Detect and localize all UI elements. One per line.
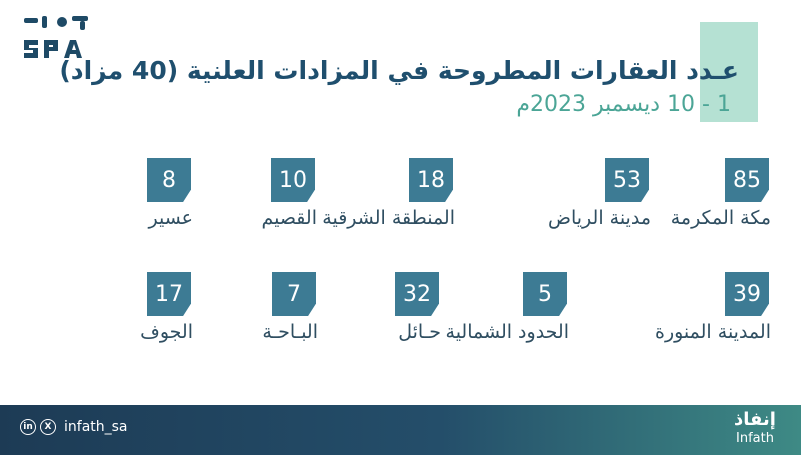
spa-logo	[22, 14, 94, 62]
region-name: عسير	[148, 207, 193, 229]
count-badge: 10	[271, 158, 315, 202]
header-accent-bar	[700, 22, 758, 122]
count-badge: 5	[523, 272, 567, 316]
region-card-northern-borders: 5 الحدود الشمالية	[424, 272, 569, 392]
x-icon[interactable]: X	[40, 419, 56, 435]
region-name: مكة المكرمة	[670, 207, 771, 229]
footer-bar: in X infath_sa إنفاذ Infath	[0, 405, 801, 455]
brand-arabic: إنفاذ	[734, 409, 776, 430]
region-card-hail: 32 حـائل	[296, 272, 441, 392]
region-name: المنطقة الشرقية	[322, 207, 455, 229]
page-title: عـدد العقارات المطروحة في المزادات العلن…	[59, 56, 739, 85]
region-card-jouf: 17 الجوف	[48, 272, 193, 392]
count-badge: 18	[409, 158, 453, 202]
date-range: 1 - 10 ديسمبر 2023م	[516, 92, 731, 117]
count-badge: 39	[725, 272, 769, 316]
region-card-madinah: 39 المدينة المنورة	[626, 272, 771, 392]
count-badge: 85	[725, 158, 769, 202]
region-name: المدينة المنورة	[654, 321, 771, 343]
count-badge: 7	[272, 272, 316, 316]
social-links: in X infath_sa	[20, 419, 128, 435]
region-name: البـاحـة	[262, 321, 318, 343]
region-card-makkah: 85 مكة المكرمة	[626, 158, 771, 278]
region-card-riyadh: 53 مدينة الرياض	[506, 158, 651, 278]
brand-english: Infath	[736, 431, 774, 446]
region-name: مدينة الرياض	[548, 207, 651, 229]
linkedin-icon[interactable]: in	[20, 419, 36, 435]
count-badge: 17	[147, 272, 191, 316]
count-badge: 32	[395, 272, 439, 316]
infath-logo: إنفاذ Infath	[725, 409, 785, 447]
region-name: حـائل	[398, 321, 441, 343]
region-name: الحدود الشمالية	[445, 321, 569, 343]
region-card-asir: 8 عسير	[48, 158, 193, 278]
region-name: القصيم	[261, 207, 317, 229]
count-badge: 53	[605, 158, 649, 202]
region-card-eastern: 18 المنطقة الشرقية	[310, 158, 455, 278]
count-badge: 8	[147, 158, 191, 202]
social-handle[interactable]: infath_sa	[64, 419, 128, 435]
region-card-qassim: 10 القصيم	[172, 158, 317, 278]
region-name: الجوف	[140, 321, 193, 343]
region-card-baha: 7 البـاحـة	[173, 272, 318, 392]
